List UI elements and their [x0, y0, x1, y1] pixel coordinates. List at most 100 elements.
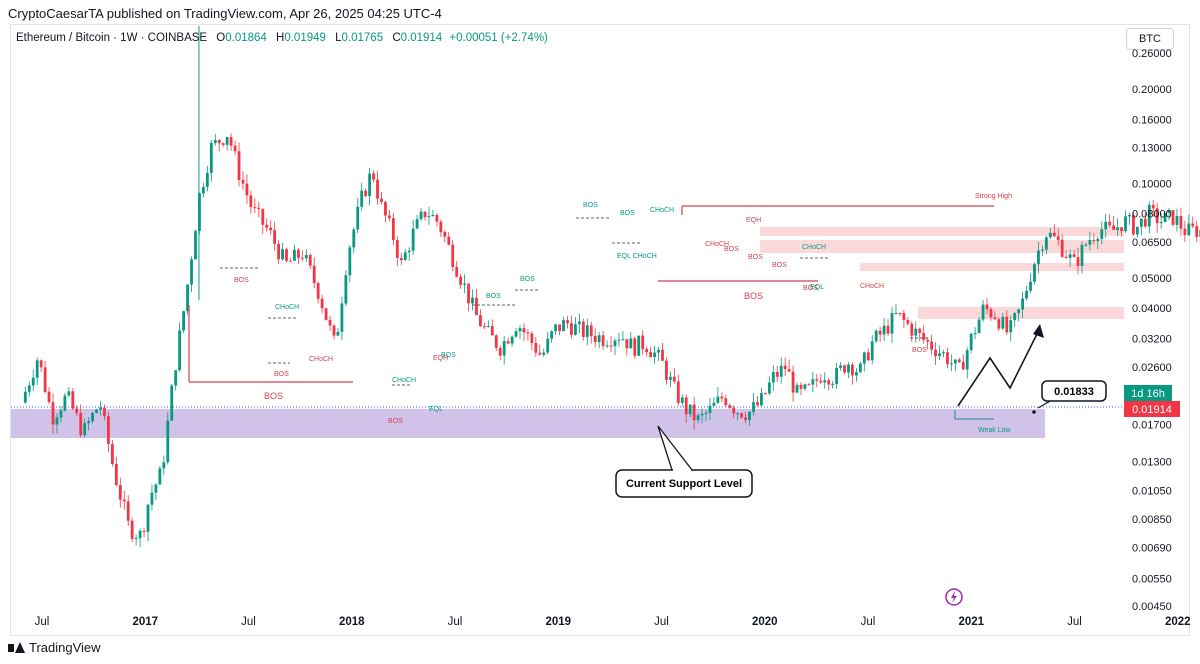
- lightning-icon[interactable]: [945, 588, 963, 606]
- candle-body: [154, 484, 158, 493]
- symbol-name[interactable]: Ethereum / Bitcoin · 1W · COINBASE: [16, 32, 208, 44]
- candle-body: [308, 254, 312, 266]
- candle-body: [336, 331, 340, 336]
- candle-body: [253, 207, 257, 209]
- candle-body: [348, 247, 352, 276]
- label-bos-2021: BOS: [520, 276, 535, 283]
- candle-body: [906, 319, 910, 324]
- candle-body: [122, 499, 126, 502]
- candle-body: [107, 416, 110, 445]
- candle-body: [1179, 215, 1183, 229]
- candle-body: [415, 219, 419, 229]
- candle-body: [182, 311, 186, 331]
- candle-body: [1080, 244, 1084, 266]
- price-tick-label: 0.00850: [1132, 514, 1172, 526]
- candle-body: [423, 211, 427, 218]
- candle-body: [1171, 210, 1175, 225]
- candle-body: [352, 229, 356, 248]
- candle-body: [1187, 223, 1191, 236]
- label-choch-2023: CHoCH: [802, 244, 826, 251]
- price-tick-label: 0.16000: [1132, 114, 1172, 126]
- projection-path: [957, 327, 1041, 407]
- candle-body: [609, 345, 613, 347]
- candle-body: [1068, 254, 1072, 258]
- time-axis[interactable]: Jul 2017 Jul 2018 Jul 2019 Jul 2020 Jul 2021 Jul 20…: [35, 616, 1200, 628]
- candle-body: [1056, 236, 1060, 240]
- candle-body: [59, 410, 63, 418]
- price-tick-label: 0.05000: [1132, 273, 1172, 285]
- candle-body: [807, 384, 811, 386]
- candle-body: [142, 530, 146, 532]
- countdown-tag: 1d 16h: [1124, 385, 1172, 401]
- candle-body: [661, 349, 664, 361]
- candle-body: [605, 345, 609, 347]
- candle-body: [866, 352, 870, 361]
- candle-body: [1021, 298, 1025, 310]
- candle-body: [581, 321, 585, 337]
- price-axis[interactable]: 0.26000 0.20000 0.16000 0.13000 0.10000 0.080…: [1132, 48, 1172, 613]
- candle-body: [407, 250, 411, 253]
- price-tick-label: 0.10000: [1132, 178, 1172, 190]
- candle-body: [23, 391, 27, 403]
- label-bos-2023a: BOS: [724, 246, 739, 253]
- price-tick-label: 0.00690: [1132, 543, 1172, 555]
- candle-body: [399, 257, 403, 261]
- candle-body: [577, 321, 581, 325]
- currency-selector[interactable]: BTC: [1126, 28, 1174, 50]
- price-tick-label: 0.06500: [1132, 237, 1172, 249]
- candle-body: [597, 335, 601, 342]
- candle-body: [63, 395, 67, 411]
- candle-body: [138, 530, 142, 539]
- candle-body: [146, 504, 150, 532]
- candle-body: [953, 359, 957, 364]
- candle-body: [1096, 238, 1100, 242]
- candle-body: [522, 328, 526, 333]
- candle-body: [1112, 225, 1116, 230]
- candle-body: [502, 341, 506, 356]
- candle-body: [79, 413, 83, 436]
- candle-body: [332, 325, 336, 336]
- candle-body: [574, 324, 577, 335]
- candle-body: [479, 315, 482, 327]
- candle-body: [712, 402, 716, 406]
- candle-body: [455, 266, 459, 277]
- label-eqlchoch-2022: EQL CHoCH: [617, 253, 657, 260]
- candle-body: [827, 380, 831, 385]
- supply-zone-2: [760, 240, 1124, 253]
- candle-body: [293, 249, 296, 261]
- candle-body: [720, 396, 724, 399]
- candle-body: [882, 325, 886, 335]
- candle-body: [558, 324, 561, 331]
- candle-body: [736, 413, 740, 415]
- candle-body: [249, 195, 253, 208]
- projection-arrowhead: [1033, 324, 1044, 338]
- candle-body: [1143, 218, 1147, 227]
- candle-body: [221, 143, 225, 145]
- label-bos-2025: BOS: [912, 347, 927, 354]
- candle-body: [922, 332, 926, 340]
- symbol-legend: Ethereum / Bitcoin · 1W · COINBASE O0.01…: [16, 32, 548, 44]
- candle-body: [47, 391, 51, 403]
- candle-body: [174, 370, 178, 386]
- candle-body: [910, 323, 914, 336]
- label-eql-2020: EQL: [429, 406, 443, 413]
- candle-body: [277, 243, 280, 260]
- candle-body: [344, 275, 348, 304]
- label-choch-2022: CHoCH: [650, 207, 674, 214]
- footer-brand[interactable]: TradingView: [8, 640, 101, 655]
- candle-body: [649, 352, 653, 358]
- time-tick-label: 2020: [752, 616, 778, 628]
- candle-body: [427, 216, 431, 218]
- candle-body: [459, 276, 463, 285]
- candle-body: [969, 333, 973, 351]
- time-tick-label: 2019: [545, 616, 571, 628]
- candle-body: [391, 218, 395, 241]
- candle-body: [688, 404, 692, 415]
- time-tick-label: Jul: [654, 616, 669, 628]
- support-zone: [11, 409, 1045, 438]
- candle-body: [150, 492, 154, 505]
- candle-body: [1005, 316, 1009, 333]
- label-choch-2020: CHoCH: [392, 377, 416, 384]
- candle-body: [534, 342, 538, 353]
